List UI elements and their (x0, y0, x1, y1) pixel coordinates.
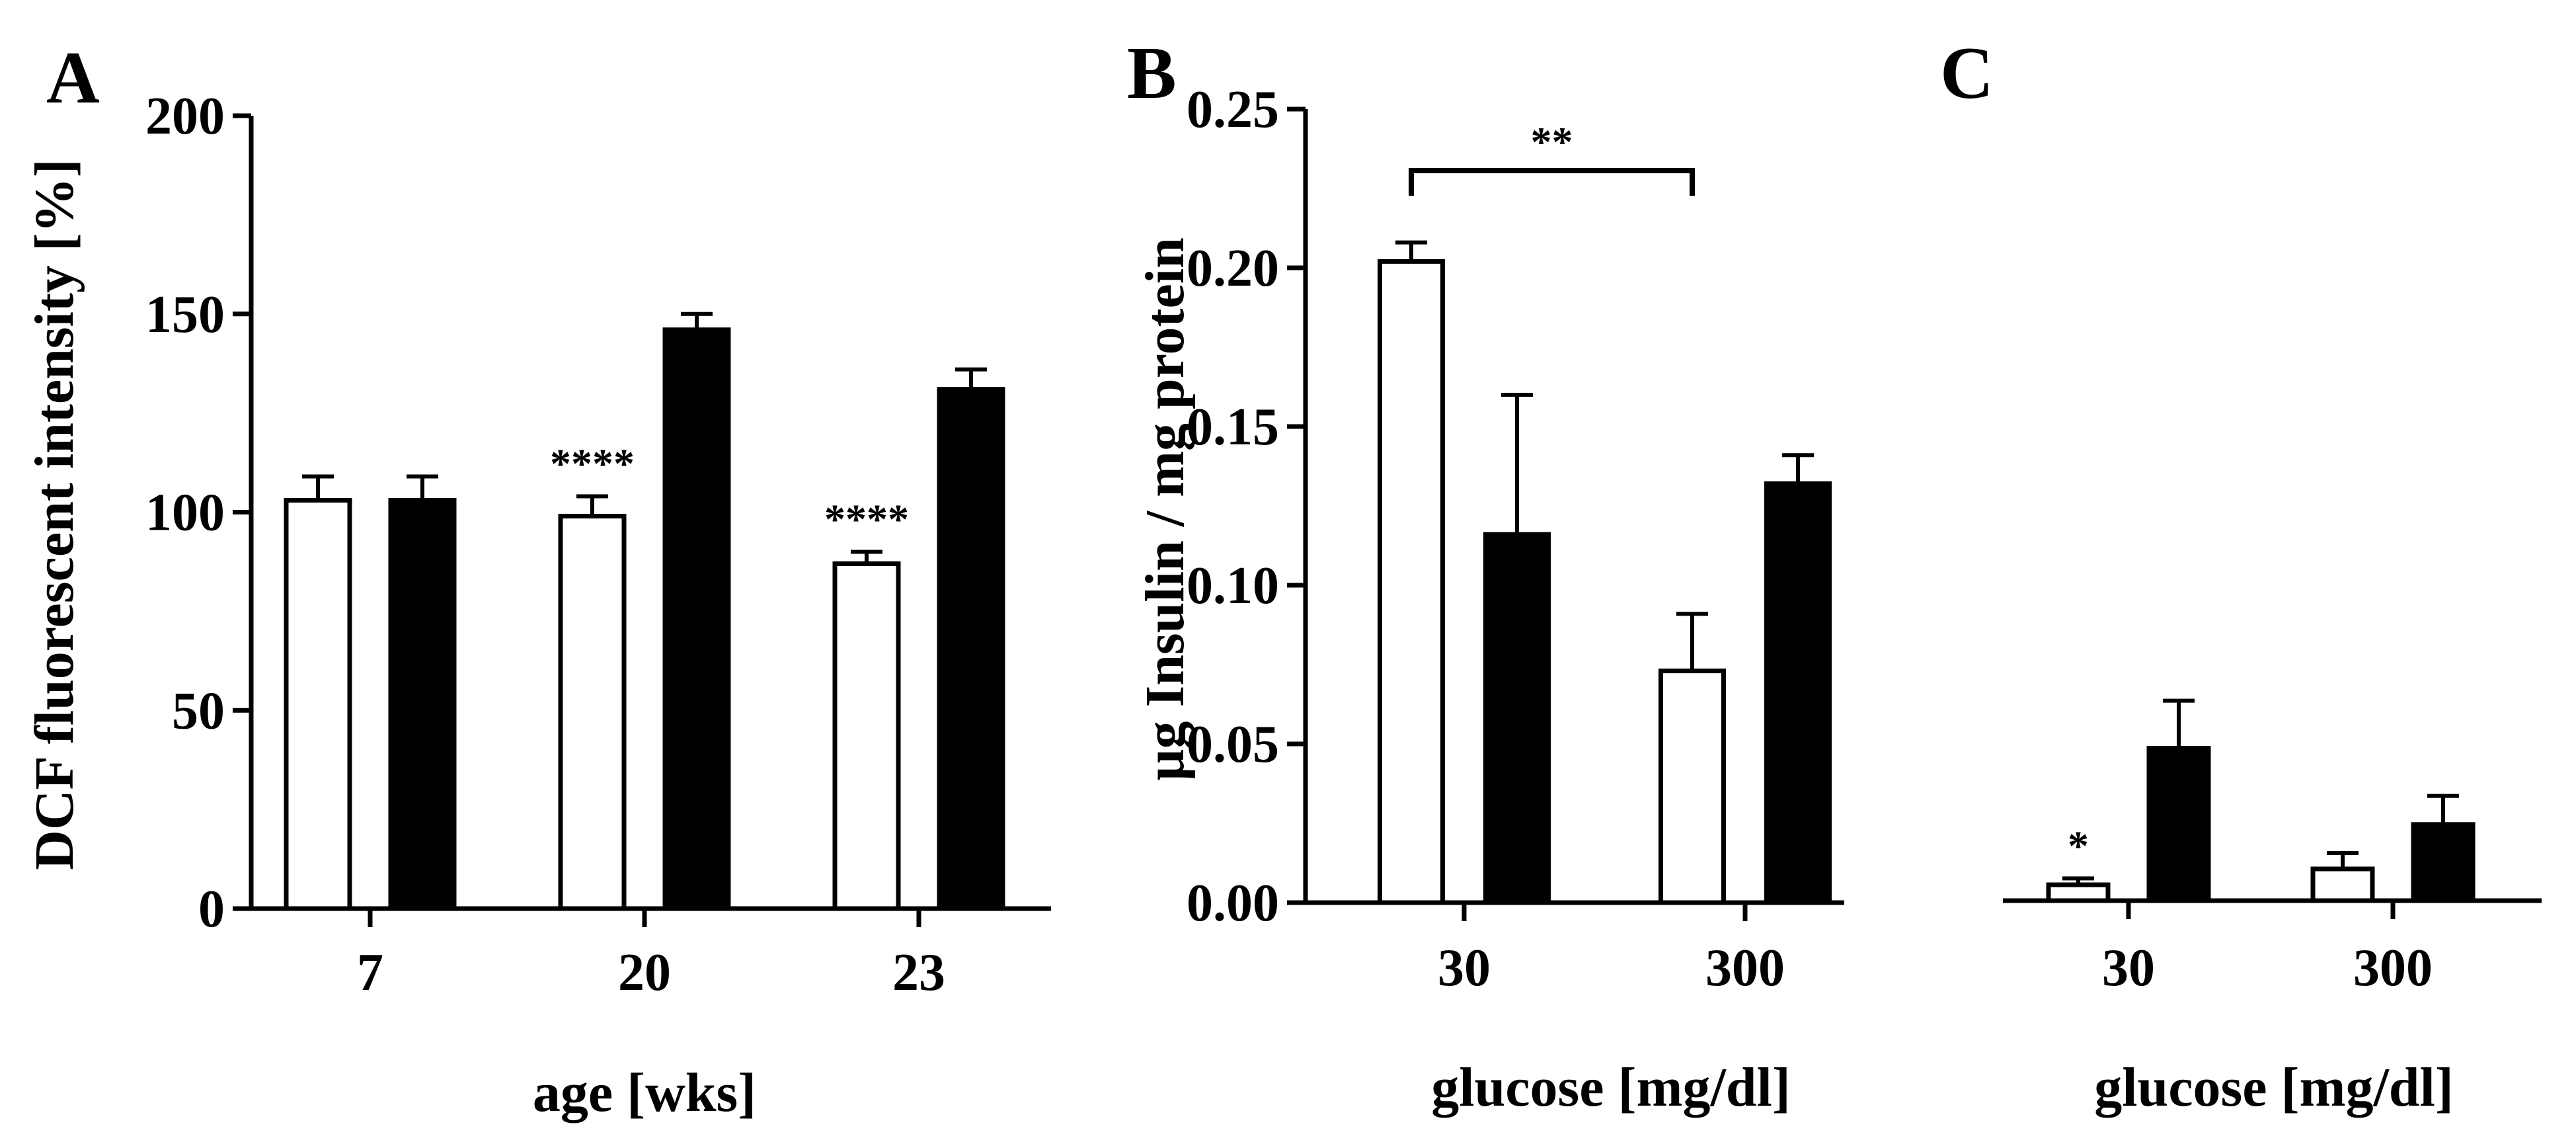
panel-b-y-tick-label: 0.20 (1187, 239, 1279, 298)
panel-a-chart: 0 50 100 150 200 7 20 23 **** **** age [wks] DCF fl… (24, 87, 1051, 1124)
panel-b-letter: B (1127, 32, 1177, 114)
panel-a-y-tick-label: 50 (172, 682, 225, 740)
panel-a-bar-filled (662, 327, 731, 911)
panel-b-x-axis-title: glucose [mg/dl] (1431, 1057, 1791, 1118)
panel-b-significance-label: ** (1531, 118, 1573, 165)
panel-b-y-tick-label: 0.15 (1187, 398, 1279, 456)
panel-b-bar-filled (1764, 481, 1832, 905)
panel-b-x-tick-label: 30 (1438, 939, 1491, 997)
panel-a-x-axis-title: age [wks] (533, 1062, 756, 1124)
panel-a-x-tick-label: 20 (618, 944, 671, 1002)
panel-c-bar-filled (2146, 746, 2211, 903)
panel-b-bar-open (1378, 259, 1445, 905)
panel-a-bar-filled (937, 387, 1005, 911)
panel-a-x-tick-label: 23 (892, 944, 945, 1002)
panel-b-y-tick-label: 0.05 (1187, 715, 1279, 774)
panel-c-bar-open (2310, 866, 2375, 903)
panel-a-letter: A (46, 37, 100, 119)
panel-a-bar-filled (388, 498, 457, 911)
panel-b-x-tick-label: 300 (1705, 939, 1785, 997)
panel-a-bar-open (284, 498, 352, 911)
panel-a-y-axis-title: DCF fluorescent intensity [%] (24, 159, 85, 870)
panel-c-bar-open (2046, 882, 2111, 903)
panel-b-bar-open (1659, 669, 1726, 905)
panel-a-y-tick-label: 0 (198, 880, 225, 938)
panel-b-chart: 0.00 0.05 0.10 0.15 0.20 0.25 30 300 ** glucose [… (1134, 81, 1844, 1118)
panel-c-x-tick-label: 30 (2102, 939, 2155, 997)
panel-c-bar-filled (2411, 822, 2476, 903)
panel-b-significance-bracket (1409, 168, 1695, 196)
panel-b-y-tick-label: 0.25 (1187, 81, 1279, 139)
panel-c-letter: C (1940, 32, 1994, 114)
panel-c-x-tick-label: 300 (2353, 939, 2433, 997)
panel-a-x-tick-label: 7 (357, 944, 383, 1002)
panel-b-y-axis-title: µg Insulin / mg protein (1134, 237, 1196, 781)
panel-b-y-tick-label: 0.10 (1187, 557, 1279, 615)
panel-a-bar-open (832, 561, 901, 911)
panel-a-significance-label: **** (824, 495, 909, 542)
panel-c-x-axis-title: glucose [mg/dl] (2094, 1057, 2454, 1118)
panel-a-significance-label: **** (550, 440, 635, 487)
panel-c-chart: 30 300 * glucose [mg/dl] (2003, 698, 2542, 1118)
panel-c-significance-label: * (2068, 822, 2089, 869)
panel-a-bar-open (558, 513, 627, 911)
panel-a-y-tick-label: 100 (145, 484, 225, 542)
panel-a-y-tick-label: 200 (145, 87, 225, 145)
panel-b-y-tick-label: 0.00 (1187, 874, 1279, 932)
panel-a-y-tick-label: 150 (145, 286, 225, 344)
panel-b-bar-filled (1483, 532, 1551, 905)
